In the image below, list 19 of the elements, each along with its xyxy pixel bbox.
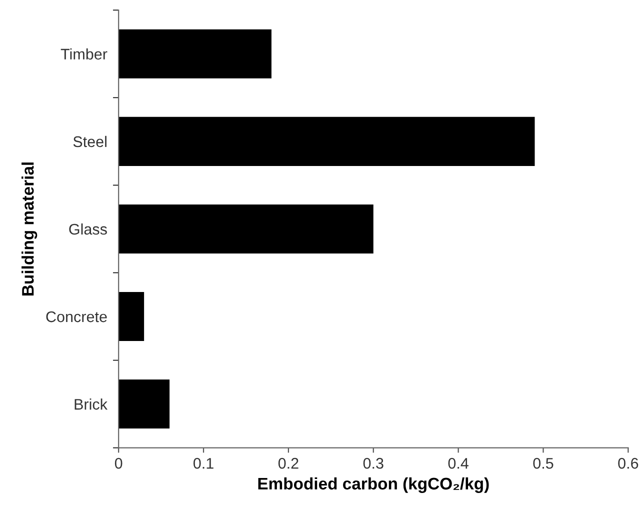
x-axis-title: Embodied carbon (kgCO₂/kg) [258,477,489,493]
x-tick-label: 0.6 [618,458,638,469]
y-tick-label: Glass [69,223,107,235]
y-tick-label: Concrete [46,311,107,322]
x-tick-label: 0.5 [533,458,554,469]
bar [118,380,170,429]
bar [118,116,535,166]
y-axis-title: Building material [22,162,38,296]
x-tick-label: 0.3 [363,458,384,469]
y-tick-label: Steel [73,136,106,148]
y-tick-label: Brick [74,398,108,410]
bar [118,292,144,342]
y-tick-label: Timber [60,48,108,60]
bar [118,29,272,78]
x-tick-label: 0 [114,458,122,469]
x-tick-label: 0.2 [278,458,298,469]
x-tick-label: 0.1 [193,458,214,469]
bar [118,204,374,254]
x-tick-label: 0.4 [448,458,468,469]
